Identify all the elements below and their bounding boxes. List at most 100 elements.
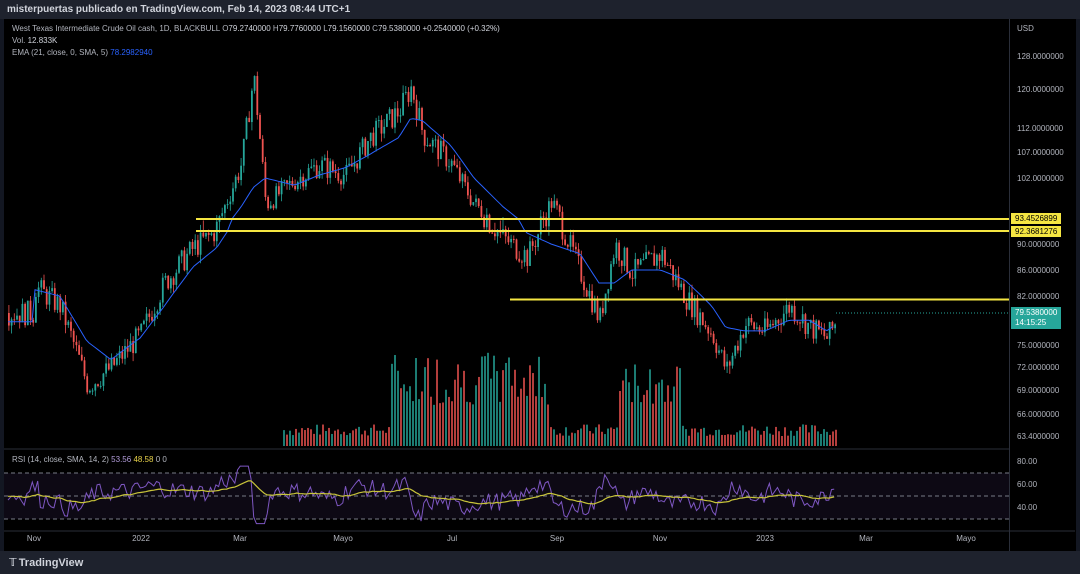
candle (588, 290, 591, 297)
volume-bar (670, 401, 672, 446)
volume-bar (295, 428, 297, 446)
volume-bar (781, 435, 783, 446)
volume-bar (625, 368, 627, 446)
candle (323, 157, 326, 161)
volume-bar (652, 403, 654, 446)
candle (367, 141, 369, 156)
volume-bar (760, 434, 762, 446)
volume-bar (640, 402, 642, 446)
candle (475, 198, 477, 203)
volume-bar (658, 382, 660, 446)
volume-bar (634, 364, 636, 446)
candle (226, 204, 229, 206)
volume-bar (688, 435, 690, 446)
candle (607, 289, 610, 294)
volume-bar (427, 358, 429, 446)
candle (440, 140, 442, 160)
volume-bar (691, 428, 693, 446)
candle (585, 290, 588, 297)
candle (747, 318, 750, 327)
candle (221, 213, 224, 217)
candle (126, 346, 129, 352)
volume-bar (574, 433, 576, 446)
price-tick: 120.0000000 (1017, 85, 1064, 94)
candle (259, 114, 261, 139)
volume-bar (799, 426, 801, 446)
volume-bar (289, 430, 291, 446)
chart-frame[interactable] (4, 19, 1075, 551)
candle (364, 138, 367, 156)
volume-bar (646, 390, 648, 446)
candle (539, 216, 542, 235)
volume-bar (460, 387, 462, 446)
candle (688, 292, 691, 310)
volume-bar (589, 431, 591, 446)
candle (548, 201, 550, 227)
volume-bar (709, 434, 711, 446)
candle (407, 91, 410, 102)
candle (391, 109, 394, 128)
candle (251, 90, 253, 123)
candle (40, 280, 43, 288)
candle (537, 234, 539, 247)
price-tick: 63.4000000 (1017, 432, 1060, 441)
candle (818, 320, 820, 330)
candle (739, 334, 742, 351)
candle (812, 319, 815, 339)
candle (623, 247, 626, 266)
candle (164, 275, 167, 278)
candle (750, 318, 753, 323)
volume-bar (541, 397, 543, 446)
price-tick: 86.0000000 (1017, 266, 1060, 275)
candle (483, 216, 485, 228)
price-tick: 102.0000000 (1017, 174, 1064, 183)
candle (518, 258, 521, 262)
candle (399, 115, 402, 117)
candle (64, 301, 67, 326)
candle (545, 217, 548, 227)
candle (67, 321, 70, 326)
volume-bar (529, 365, 531, 446)
candle (672, 265, 674, 281)
volume-bar (391, 363, 393, 446)
price-axis[interactable] (1009, 19, 1076, 551)
volume-bar (316, 424, 318, 446)
candle (791, 305, 793, 313)
volume-bar (496, 371, 498, 446)
candle (321, 160, 323, 172)
volume-bar (661, 379, 663, 446)
candle (213, 233, 215, 242)
volume-bar (364, 430, 366, 446)
candle (572, 235, 575, 247)
candle (10, 319, 13, 326)
candle (772, 323, 774, 326)
volume-bar (559, 433, 561, 446)
candle (94, 384, 97, 391)
candle (642, 259, 645, 261)
candle (815, 320, 818, 339)
volume-bar (628, 382, 630, 446)
candle (172, 278, 175, 285)
candle (421, 108, 423, 130)
volume-bar (421, 391, 423, 446)
candle (153, 313, 156, 321)
candle (253, 76, 256, 91)
candle (375, 120, 377, 146)
candle (423, 129, 426, 146)
candle (761, 331, 764, 333)
candle (737, 345, 739, 351)
candle (496, 231, 499, 237)
candle (267, 196, 269, 209)
candle (43, 280, 45, 290)
time-tick: Mar (859, 534, 873, 543)
candle (232, 188, 234, 202)
tradingview-logo[interactable]: 𝕋 TradingView (9, 556, 84, 569)
candle (313, 165, 315, 167)
price-tick: 107.0000000 (1017, 148, 1064, 157)
candle (801, 314, 804, 324)
legend-close: 79.5380000 (377, 24, 421, 33)
candle (634, 259, 637, 279)
price-tick: 72.0000000 (1017, 363, 1060, 372)
candle (299, 176, 302, 183)
